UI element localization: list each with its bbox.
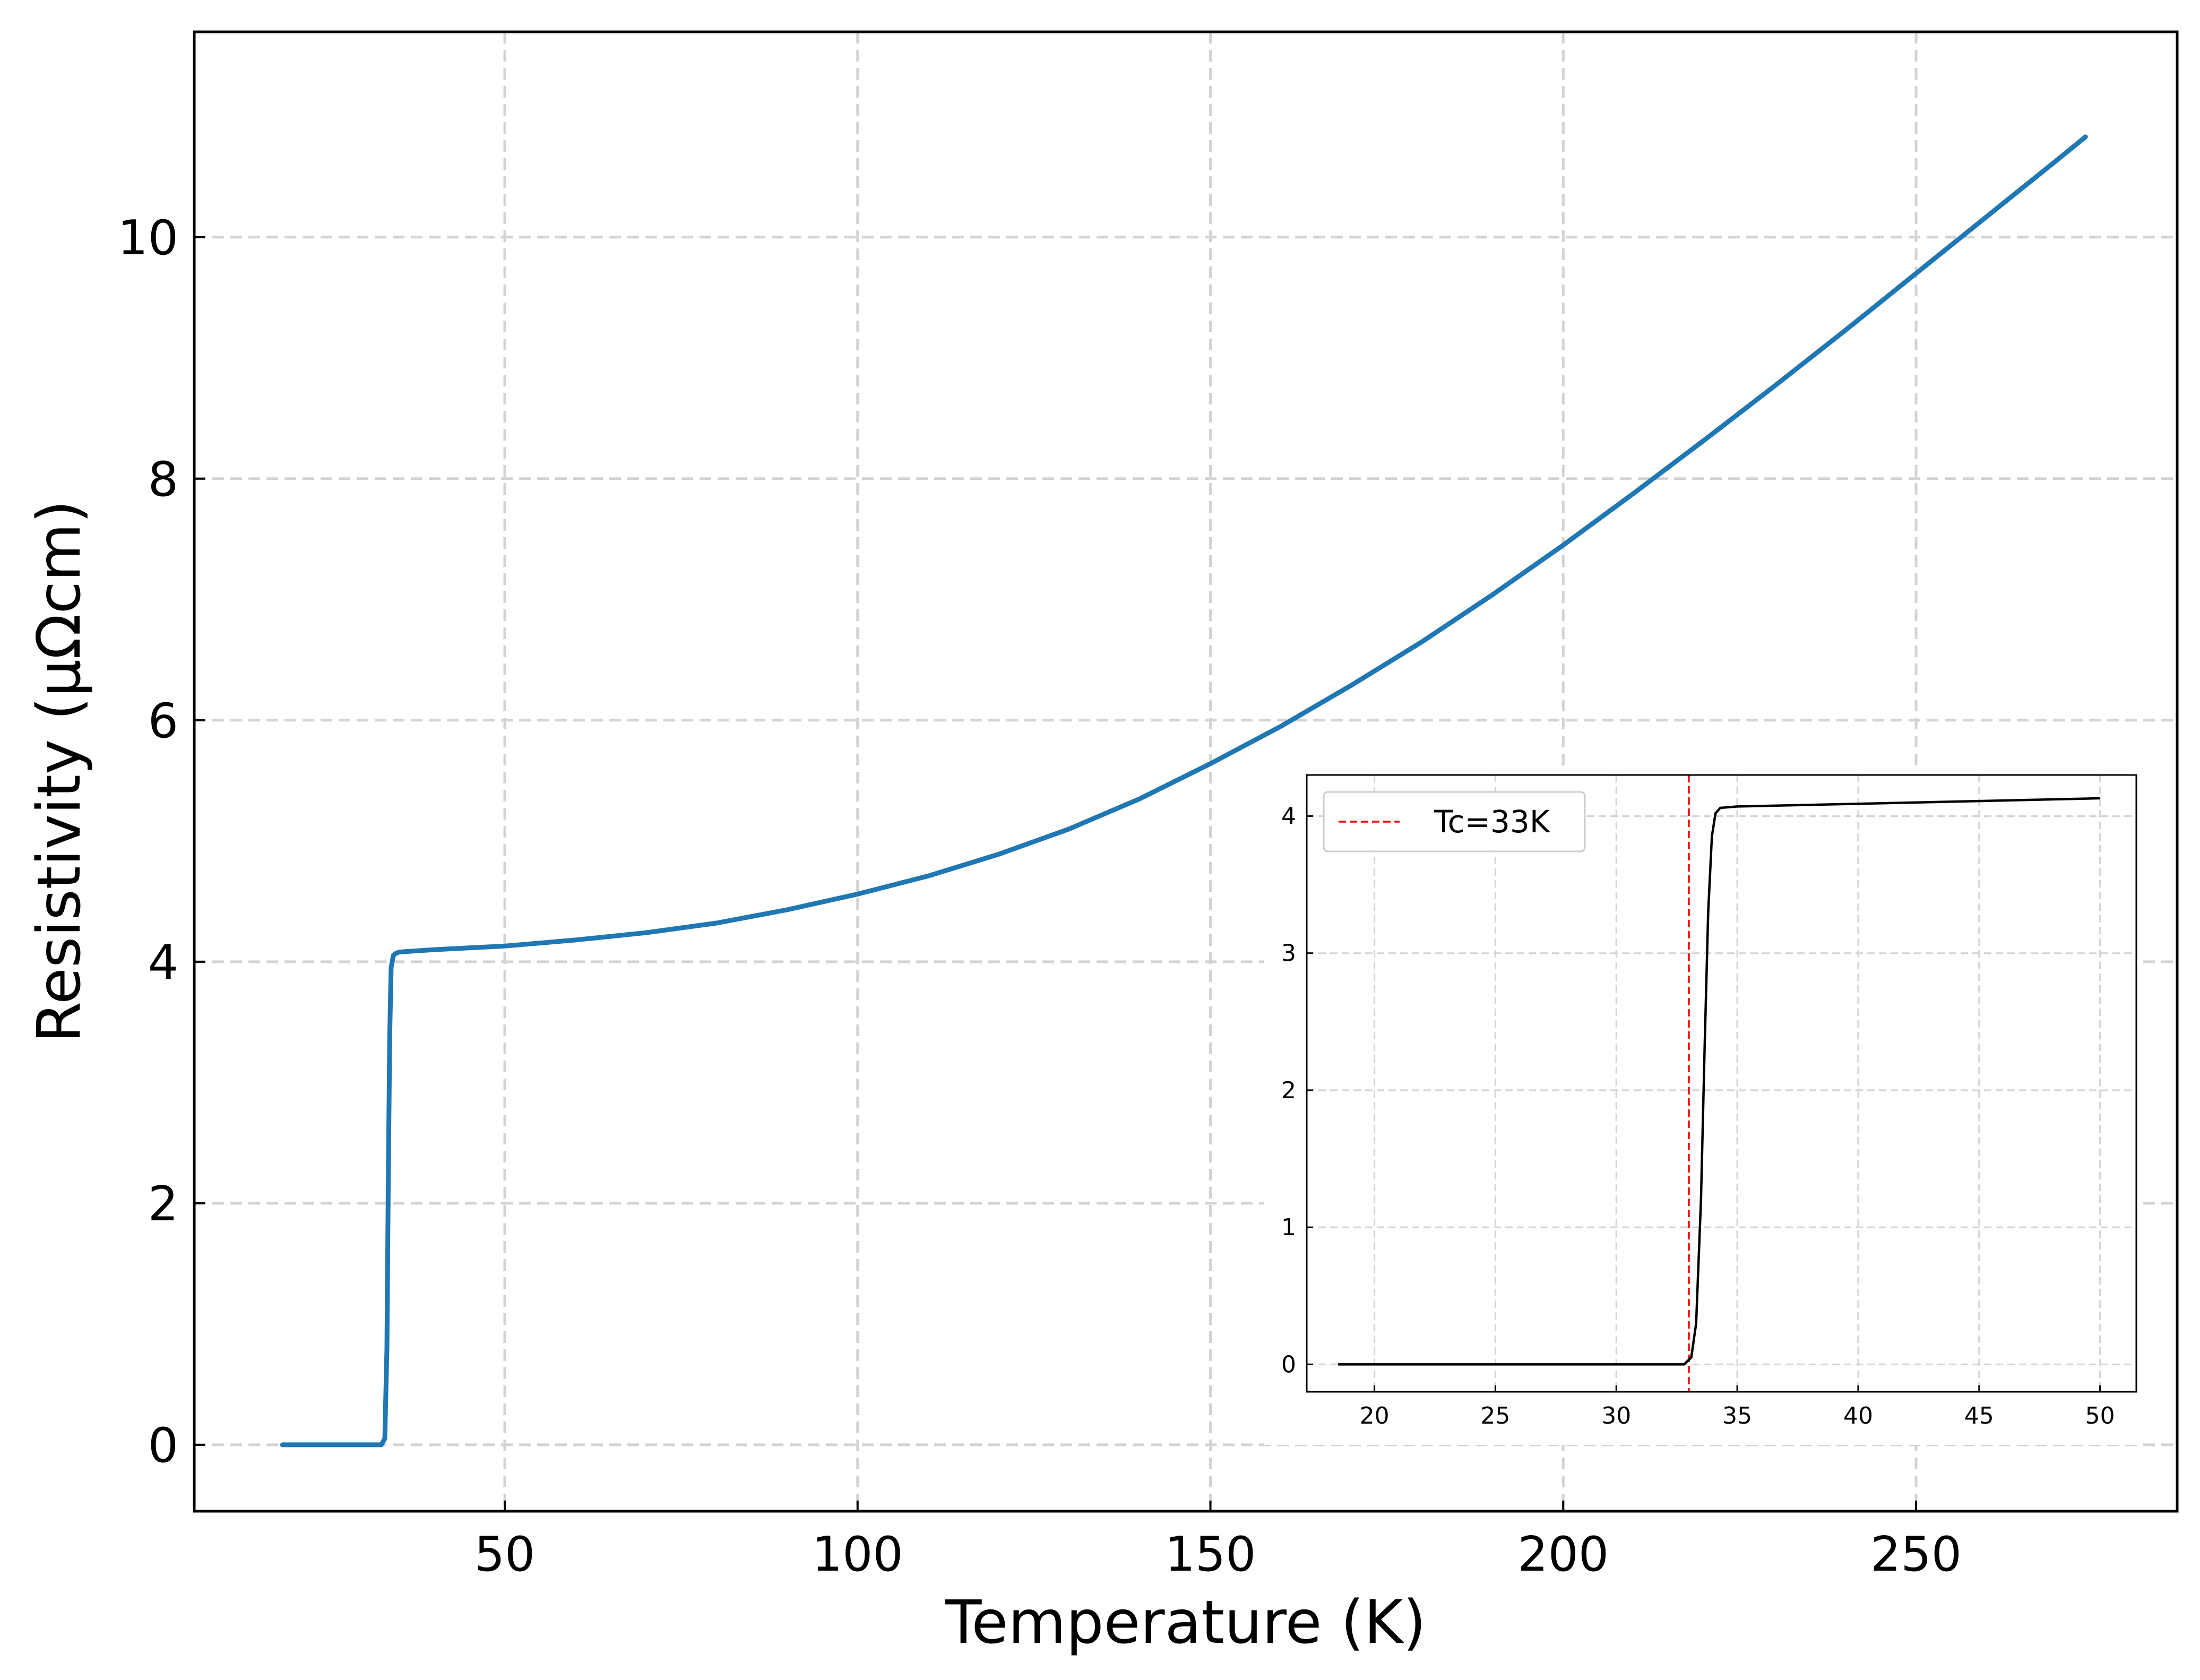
inset-x-tick-label: 35 — [1722, 1402, 1752, 1429]
y-tick-label: 10 — [117, 210, 178, 266]
y-tick-label: 2 — [148, 1176, 178, 1232]
x-tick-label: 100 — [812, 1527, 903, 1582]
y-axis-label: Resistivity (μΩcm) — [25, 500, 94, 1043]
inset-legend: Tc=33K — [1323, 791, 1586, 852]
x-tick-label: 200 — [1517, 1527, 1609, 1582]
x-tick-label: 150 — [1165, 1527, 1256, 1582]
inset-x-tick-label: 30 — [1601, 1402, 1631, 1429]
inset-grid — [1307, 775, 2136, 1392]
inset-y-tick-label: 3 — [1281, 940, 1296, 967]
inset-x-tick-label: 20 — [1360, 1402, 1390, 1429]
inset-y-tick-label: 2 — [1281, 1077, 1296, 1104]
inset-series-line — [1338, 797, 2100, 1366]
inset-ticks: 20 25 30 35 40 45 50 0 1 2 3 4 — [1281, 803, 2115, 1429]
inset-plot: 20 25 30 35 40 45 50 0 1 2 3 4 Tc=33K — [1264, 770, 2142, 1445]
inset-x-tick-label: 45 — [1964, 1402, 1994, 1429]
inset-y-tick-label: 0 — [1281, 1351, 1296, 1378]
inset-x-tick-label: 25 — [1480, 1402, 1510, 1429]
y-tick-label: 6 — [148, 693, 178, 749]
inset-y-tick-label: 4 — [1281, 803, 1296, 830]
y-tick-label: 8 — [148, 452, 178, 507]
inset-plot-frame — [1306, 774, 2137, 1393]
x-tick-label: 50 — [474, 1527, 536, 1582]
main-series-line — [280, 134, 2088, 1448]
inset-x-tick-label: 50 — [2085, 1402, 2115, 1429]
x-axis-label: Temperature (K) — [945, 1588, 1426, 1657]
legend-box — [1323, 791, 1586, 852]
legend-label-tc: Tc=33K — [1434, 804, 1551, 840]
y-tick-label: 4 — [148, 935, 178, 990]
main-plot-frame — [193, 30, 2179, 1513]
inset-x-tick-label: 40 — [1843, 1402, 1873, 1429]
x-tick-label: 250 — [1870, 1527, 1962, 1582]
inset-y-tick-label: 1 — [1281, 1214, 1296, 1241]
y-tick-label: 0 — [148, 1418, 178, 1474]
